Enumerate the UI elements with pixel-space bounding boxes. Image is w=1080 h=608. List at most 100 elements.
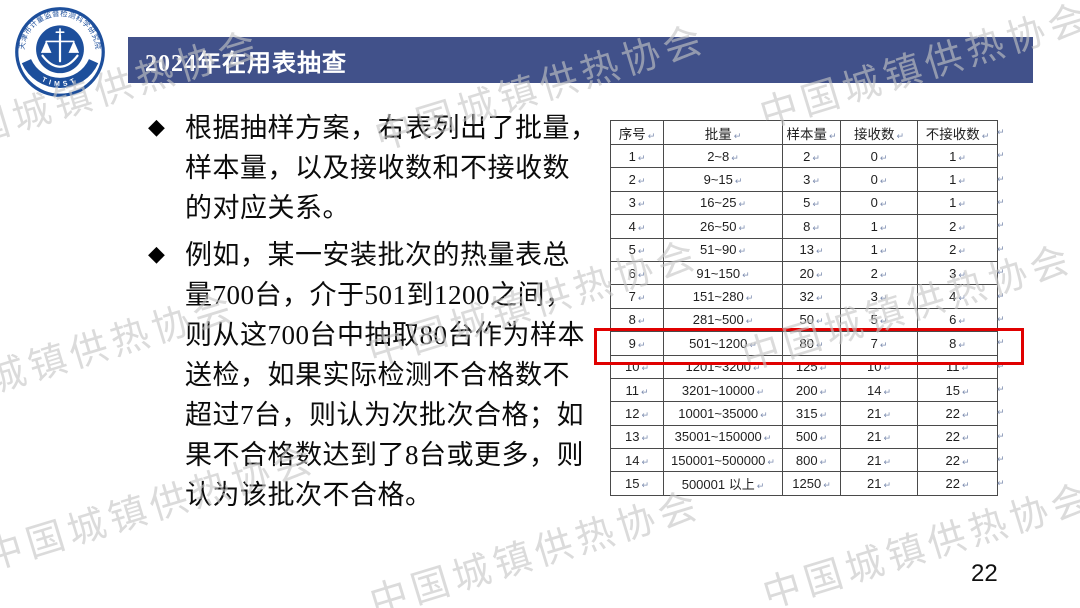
paragraph-mark: ↵ — [879, 199, 888, 210]
logo-acronym: TIMST — [40, 76, 79, 88]
paragraph-mark: ↵ — [812, 176, 820, 187]
page-number: 22 — [971, 560, 998, 587]
table-row: 6 ↵ 91~150 ↵ 20 ↵ 2 ↵ 3 ↵ — [610, 260, 998, 286]
table-cell: 5 ↵ — [782, 190, 841, 216]
paragraph-mark: ↵ — [637, 293, 646, 304]
table-cell: 35001~150000 ↵ — [663, 424, 783, 450]
table-cell: 800 ↵ — [782, 448, 841, 473]
sampling-table-header: 序号 ↵ 批量 ↵ 样本量 ↵ 接收数 ↵ 不接收数 ↵ — [610, 120, 998, 145]
table-cell: 11 ↵ — [610, 377, 664, 403]
table-row: 11 ↵ 3201~10000 ↵ 200 ↵ 14 ↵ 15 ↵ — [610, 377, 998, 403]
paragraph-mark: ↵ — [823, 480, 831, 491]
highlight-box — [594, 328, 1024, 365]
table-cell: 12 ↵ — [610, 401, 664, 426]
row-end-mark: ↵ — [997, 196, 1005, 207]
table-row: 7 ↵ 151~280 ↵ 32 ↵ 3 ↵ 4 ↵ — [610, 284, 998, 309]
paragraph-mark: ↵ — [637, 199, 646, 210]
row-end-mark: ↵ — [997, 173, 1005, 184]
table-cell: 3 ↵ — [917, 260, 998, 286]
paragraph-mark: ↵ — [879, 176, 888, 187]
paragraph-mark: ↵ — [637, 222, 646, 233]
row-end-mark: ↵ — [997, 290, 1005, 301]
logo-bottom-band — [21, 58, 99, 88]
table-header-cell: 批量 ↵ — [663, 120, 783, 145]
paragraph-mark: ↵ — [647, 130, 656, 141]
table-cell: 32 ↵ — [782, 284, 841, 309]
table-cell: 1 ↵ — [917, 167, 998, 192]
bullet-item: ◆ 根据抽样方案，右表列出了批量， 样本量，以及接收数和不接收数 的对应关系。 — [148, 108, 616, 228]
paragraph-mark: ↵ — [958, 199, 966, 210]
table-cell: 21 ↵ — [840, 471, 918, 496]
paragraph-mark: ↵ — [812, 222, 820, 233]
row-end-mark: ↵ — [997, 337, 1005, 348]
table-header-cell: 序号 ↵ — [610, 120, 664, 145]
row-end-mark: ↵ — [997, 477, 1005, 488]
table-cell: 11 ↵ — [917, 354, 998, 379]
paragraph-mark: ↵ — [819, 409, 828, 420]
table-cell: 3 ↵ — [610, 190, 664, 216]
table-cell: 22 ↵ — [917, 448, 998, 473]
table-cell: 5 ↵ — [610, 237, 664, 262]
paragraph-mark: ↵ — [961, 456, 970, 467]
paragraph-mark: ↵ — [641, 480, 649, 491]
paragraph-mark: ↵ — [879, 246, 888, 257]
paragraph-mark: ↵ — [883, 456, 891, 467]
table-cell: 150001~500000 ↵ — [663, 448, 783, 473]
table-header-cell: 样本量 ↵ — [782, 120, 841, 145]
paragraph-mark: ↵ — [731, 152, 739, 163]
paragraph-mark: ↵ — [961, 409, 970, 420]
bullet-text: 根据抽样方案，右表列出了批量， 样本量，以及接收数和不接收数 的对应关系。 — [185, 113, 598, 223]
paragraph-mark: ↵ — [738, 199, 747, 210]
table-cell: 21 ↵ — [840, 448, 918, 473]
table-cell: 200 ↵ — [782, 377, 841, 403]
paragraph-mark: ↵ — [637, 152, 646, 163]
table-header-cell: 不接收数 ↵ — [917, 120, 998, 145]
table-cell: 51~90 ↵ — [663, 237, 783, 262]
row-end-mark: ↵ — [997, 430, 1005, 441]
table-cell: 151~280 ↵ — [663, 284, 783, 309]
table-cell: 3 ↵ — [840, 284, 918, 309]
table-row: 9 ↵ 501~1200 ↵ 80 ↵ 7 ↵ 8 ↵ — [610, 331, 998, 356]
paragraph-mark: ↵ — [815, 316, 824, 327]
table-cell: 26~50 ↵ — [663, 214, 783, 239]
table-cell: 80 ↵ — [782, 331, 841, 356]
paragraph-mark: ↵ — [958, 339, 966, 350]
table-cell: 14 ↵ — [610, 448, 664, 473]
row-end-mark: ↵ — [997, 407, 1005, 418]
row-end-mark: ↵ — [997, 384, 1005, 395]
row-end-mark: ↵ — [997, 243, 1005, 254]
paragraph-mark: ↵ — [756, 481, 765, 492]
table-cell: 91~150 ↵ — [663, 260, 783, 286]
paragraph-mark: ↵ — [738, 222, 747, 233]
diamond-bullet-icon: ◆ — [148, 115, 165, 140]
paragraph-mark: ↵ — [815, 269, 824, 280]
paragraph-mark: ↵ — [738, 246, 747, 257]
table-cell: 500001 以上 ↵ — [663, 471, 783, 496]
slide-title: 2024年在用表抽查 — [145, 50, 347, 77]
paragraph-mark: ↵ — [749, 339, 757, 350]
balance-scale-icon — [40, 28, 80, 68]
paragraph-mark: ↵ — [767, 456, 775, 467]
paragraph-mark: ↵ — [961, 363, 970, 374]
table-row: 12 ↵ 10001~35000 ↵ 315 ↵ 21 ↵ 22 ↵ — [610, 401, 998, 426]
paragraph-mark: ↵ — [752, 363, 761, 374]
row-end-mark: ↵ — [997, 150, 1005, 161]
table-cell: 0 ↵ — [840, 143, 918, 169]
paragraph-mark: ↵ — [815, 293, 824, 304]
table-row: 5 ↵ 51~90 ↵ 13 ↵ 1 ↵ 2 ↵ — [610, 237, 998, 262]
paragraph-mark: ↵ — [879, 316, 888, 327]
paragraph-mark: ↵ — [958, 176, 966, 187]
paragraph-mark: ↵ — [883, 480, 891, 491]
paragraph-mark: ↵ — [828, 130, 837, 141]
paragraph-mark: ↵ — [883, 409, 891, 420]
paragraph-mark: ↵ — [637, 176, 646, 187]
paragraph-mark: ↵ — [981, 130, 990, 141]
table-cell: 3201~10000 ↵ — [663, 377, 783, 403]
table-cell: 2~8 ↵ — [663, 143, 783, 169]
row-end-mark: ↵ — [997, 267, 1005, 278]
table-cell: 10 ↵ — [610, 354, 664, 379]
paragraph-mark: ↵ — [958, 246, 966, 257]
table-cell: 9 ↵ — [610, 331, 664, 356]
table-cell: 2 ↵ — [840, 260, 918, 286]
